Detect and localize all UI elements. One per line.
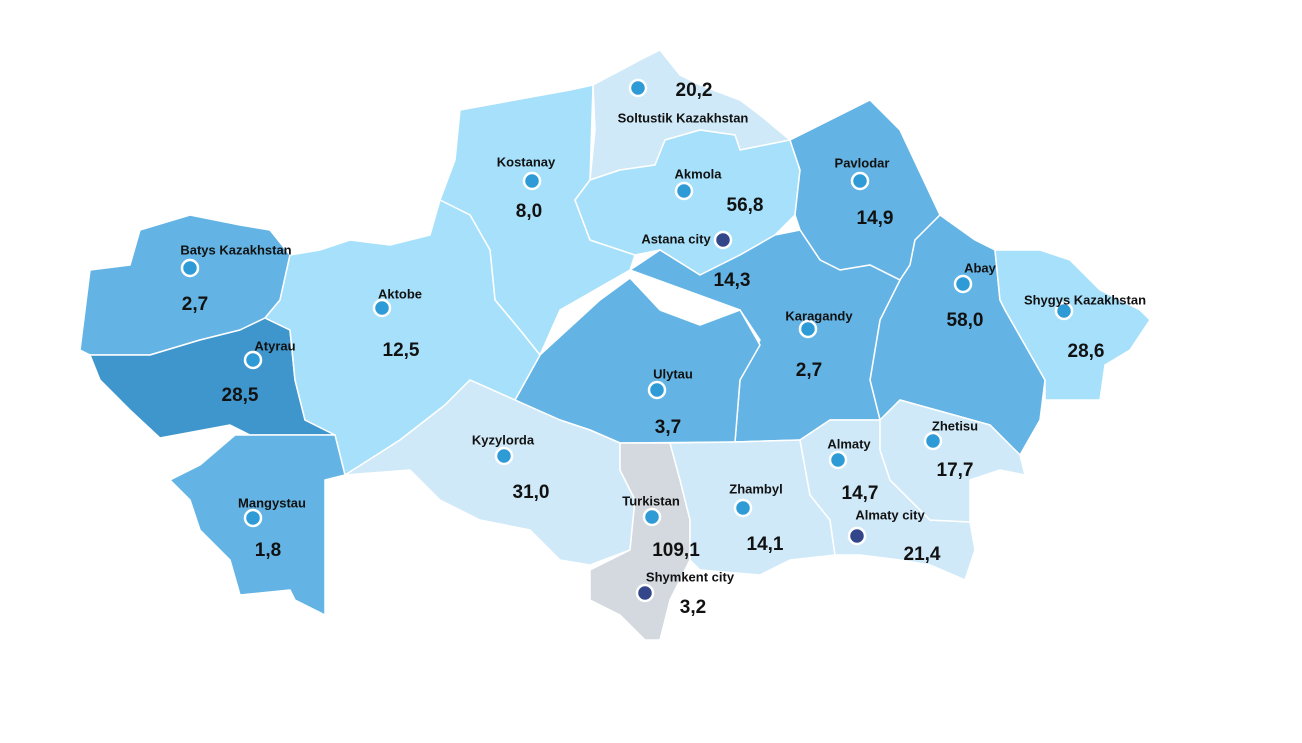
region-value: 14,7: [842, 483, 879, 504]
region-marker: [674, 181, 694, 201]
region-value: 12,5: [383, 340, 420, 361]
city-marker: [847, 526, 867, 546]
region-value: 2,7: [796, 360, 822, 381]
region-marker: [642, 507, 662, 527]
region-value: 8,0: [516, 201, 542, 222]
region-name: Kostanay: [497, 154, 556, 169]
region-value: 31,0: [513, 482, 550, 503]
region-name: Turkistan: [622, 493, 680, 508]
city-marker: [635, 583, 655, 603]
region-name: Mangystau: [238, 495, 306, 510]
region-shape: [994, 249, 1151, 401]
region-name: Zhetisu: [932, 418, 978, 433]
region-value: 21,4: [904, 544, 941, 565]
region-marker: [733, 498, 753, 518]
region-marker: [180, 258, 200, 278]
region-value: 58,0: [947, 310, 984, 331]
region-name: Zhambyl: [729, 481, 782, 496]
region-marker: [798, 319, 818, 339]
region-name: Akmola: [675, 166, 723, 181]
region-marker: [243, 508, 263, 528]
region-value: 14,3: [714, 270, 751, 291]
region-marker: [647, 380, 667, 400]
labels: Soltustik Kazakhstan 20,2 Kostanay 8,0 Akmol…: [180, 80, 1146, 618]
region-shape: [879, 399, 1026, 523]
city-marker: [713, 230, 733, 250]
region-name: Pavlodar: [835, 155, 890, 170]
region-name: Soltustik Kazakhstan: [618, 110, 749, 125]
region-marker: [628, 78, 648, 98]
region-name: Almaty city: [855, 507, 925, 522]
region-shape: [264, 199, 541, 476]
region-value: 3,7: [655, 417, 681, 438]
region-value: 28,5: [222, 385, 259, 406]
region-value: 3,2: [680, 597, 706, 618]
region-value: 2,7: [182, 294, 208, 315]
region-value: 1,8: [255, 540, 281, 561]
region-name: Shygys Kazakhstan: [1024, 292, 1146, 307]
regions: [79, 49, 1151, 641]
region-name: Atyrau: [254, 338, 295, 353]
region-value: 17,7: [937, 460, 974, 481]
region-value: 56,8: [727, 195, 764, 216]
region-value: 20,2: [676, 80, 713, 101]
region-marker: [828, 450, 848, 470]
region-name: Karagandy: [785, 308, 853, 323]
region-marker: [923, 431, 943, 451]
region-value: 109,1: [652, 540, 700, 561]
markers: [180, 78, 1074, 603]
region-marker: [953, 274, 973, 294]
region-value: 28,6: [1068, 341, 1105, 362]
region-marker: [372, 298, 392, 318]
region-marker: [1054, 301, 1074, 321]
region-name: Almaty: [827, 436, 871, 451]
region-marker: [494, 446, 514, 466]
region-name: Aktobe: [378, 286, 422, 301]
region-marker: [850, 171, 870, 191]
region-name: Shymkent city: [646, 569, 735, 584]
region-value: 14,9: [857, 208, 894, 229]
region-name: Kyzylorda: [472, 432, 535, 447]
region-marker: [243, 350, 263, 370]
region-value: 14,1: [747, 534, 784, 555]
region-marker: [522, 171, 542, 191]
region-name: Astana city: [641, 231, 711, 246]
region-name: Ulytau: [653, 366, 693, 381]
region-name: Abay: [964, 260, 997, 275]
region-name: Batys Kazakhstan: [180, 242, 291, 257]
